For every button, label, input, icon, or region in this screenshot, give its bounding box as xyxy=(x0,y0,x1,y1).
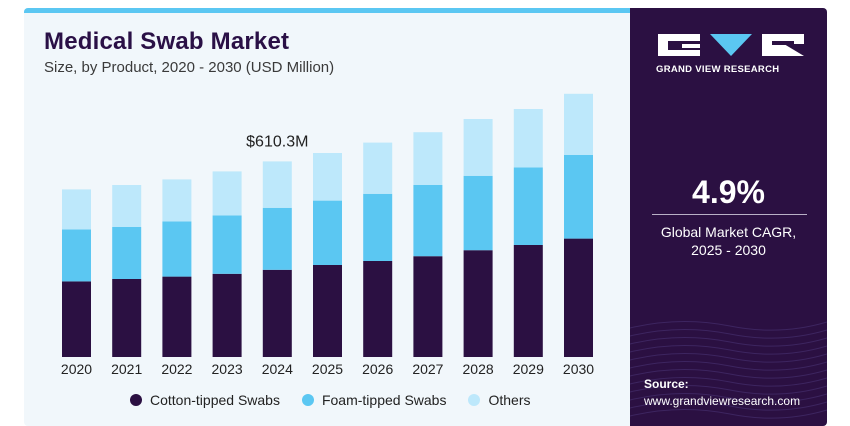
legend-label-others: Others xyxy=(488,392,531,408)
x-tick-label-2025: 2025 xyxy=(312,361,343,377)
legend-item-cotton: Cotton-tipped Swabs xyxy=(130,392,280,408)
infographic-card: Medical Swab Market Size, by Product, 20… xyxy=(24,8,827,426)
x-tick-label-2022: 2022 xyxy=(161,361,192,377)
bar-others-2023 xyxy=(212,171,242,216)
accent-strip xyxy=(24,8,630,13)
bar-others-2025 xyxy=(313,153,342,201)
bar-foam-tipped-swabs-2028 xyxy=(463,175,493,251)
bar-others-2030 xyxy=(564,93,593,155)
legend-item-foam: Foam-tipped Swabs xyxy=(301,392,447,408)
bar-others-2027 xyxy=(413,132,443,185)
bar-cotton-tipped-swabs-2030 xyxy=(564,238,593,357)
bar-foam-tipped-swabs-2029 xyxy=(513,167,543,245)
bar-others-2026 xyxy=(363,142,393,194)
bar-others-2022 xyxy=(162,179,192,222)
bar-others-2029 xyxy=(513,109,543,168)
legend-label-cotton: Cotton-tipped Swabs xyxy=(150,392,280,408)
bar-cotton-tipped-swabs-2028 xyxy=(463,250,493,357)
bar-others-2028 xyxy=(463,119,493,176)
legend-swatch-foam xyxy=(301,394,314,406)
grand-view-research-logo xyxy=(658,34,804,56)
legend-item-others: Others xyxy=(468,392,531,408)
source-label: Source: xyxy=(644,377,689,391)
x-tick-label-2029: 2029 xyxy=(513,361,544,377)
brand-name: GRAND VIEW RESEARCH xyxy=(656,64,780,75)
x-tick-label-2026: 2026 xyxy=(362,361,393,377)
x-tick-label-2020: 2020 xyxy=(61,361,92,377)
bar-cotton-tipped-swabs-2027 xyxy=(413,256,443,357)
x-tick-label-2023: 2023 xyxy=(212,361,243,377)
bar-foam-tipped-swabs-2026 xyxy=(363,193,393,261)
source-link[interactable]: www.grandviewresearch.com xyxy=(644,394,801,408)
x-tick-label-2024: 2024 xyxy=(262,361,293,377)
bar-cotton-tipped-swabs-2029 xyxy=(513,245,543,357)
bar-cotton-tipped-swabs-2023 xyxy=(212,273,242,357)
chart-legend: Cotton-tipped Swabs Foam-tipped Swabs Ot… xyxy=(130,392,553,408)
bar-chart: 2020 2021 2022 2023 2024 $610.3M 2025 2026 2027 2… xyxy=(61,93,594,377)
x-tick-label-2027: 2027 xyxy=(412,361,443,377)
cagr-label-line2: 2025 - 2030 xyxy=(691,242,766,258)
bar-foam-tipped-swabs-2021 xyxy=(112,227,142,279)
cagr-label-line1: Global Market CAGR, xyxy=(660,224,797,240)
annotation-label: $610.3M xyxy=(246,133,308,150)
bar-cotton-tipped-swabs-2025 xyxy=(313,265,342,357)
x-tick-label-2028: 2028 xyxy=(463,361,494,377)
bar-cotton-tipped-swabs-2020 xyxy=(62,281,91,357)
legend-label-foam: Foam-tipped Swabs xyxy=(321,392,447,408)
x-tick-label-2021: 2021 xyxy=(111,361,142,377)
chart-subtitle: Size, by Product, 2020 - 2030 (USD Milli… xyxy=(44,59,335,76)
legend-swatch-cotton xyxy=(130,394,142,406)
bar-others-2020 xyxy=(62,189,91,230)
cagr-value: 4.9% xyxy=(692,174,765,210)
bar-foam-tipped-swabs-2030 xyxy=(564,155,593,239)
legend-swatch-others xyxy=(468,394,481,406)
bar-cotton-tipped-swabs-2024 xyxy=(262,269,292,357)
x-tick-label-2030: 2030 xyxy=(563,361,594,377)
bar-others-2024 xyxy=(262,161,292,208)
cagr-label: Global Market CAGR, 2025 - 2030 xyxy=(630,223,827,259)
cagr-divider xyxy=(652,214,807,215)
bar-foam-tipped-swabs-2020 xyxy=(62,229,91,282)
bar-foam-tipped-swabs-2022 xyxy=(162,221,192,277)
bar-others-2021 xyxy=(112,185,142,227)
sidebar-panel: GRAND VIEW RESEARCH 4.9% Global Market C… xyxy=(630,8,827,426)
bar-cotton-tipped-swabs-2021 xyxy=(112,279,142,357)
bar-foam-tipped-swabs-2023 xyxy=(212,215,242,274)
bar-foam-tipped-swabs-2025 xyxy=(313,200,342,265)
bar-cotton-tipped-swabs-2022 xyxy=(162,276,192,357)
bar-foam-tipped-swabs-2024 xyxy=(262,207,292,270)
bar-cotton-tipped-swabs-2026 xyxy=(363,261,393,357)
bar-foam-tipped-swabs-2027 xyxy=(413,185,443,257)
sidebar-wave-pattern xyxy=(630,320,827,419)
chart-title: Medical Swab Market xyxy=(44,28,290,55)
